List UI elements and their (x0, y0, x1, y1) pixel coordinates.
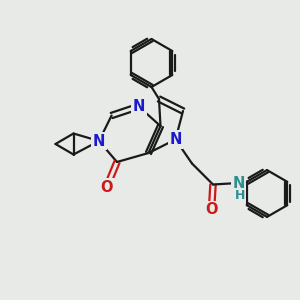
Text: N: N (169, 132, 182, 147)
Text: N: N (232, 176, 245, 190)
Text: N: N (132, 99, 145, 114)
Text: O: O (100, 180, 113, 195)
Text: O: O (205, 202, 218, 217)
Text: N: N (93, 134, 105, 148)
Text: H: H (235, 189, 245, 202)
